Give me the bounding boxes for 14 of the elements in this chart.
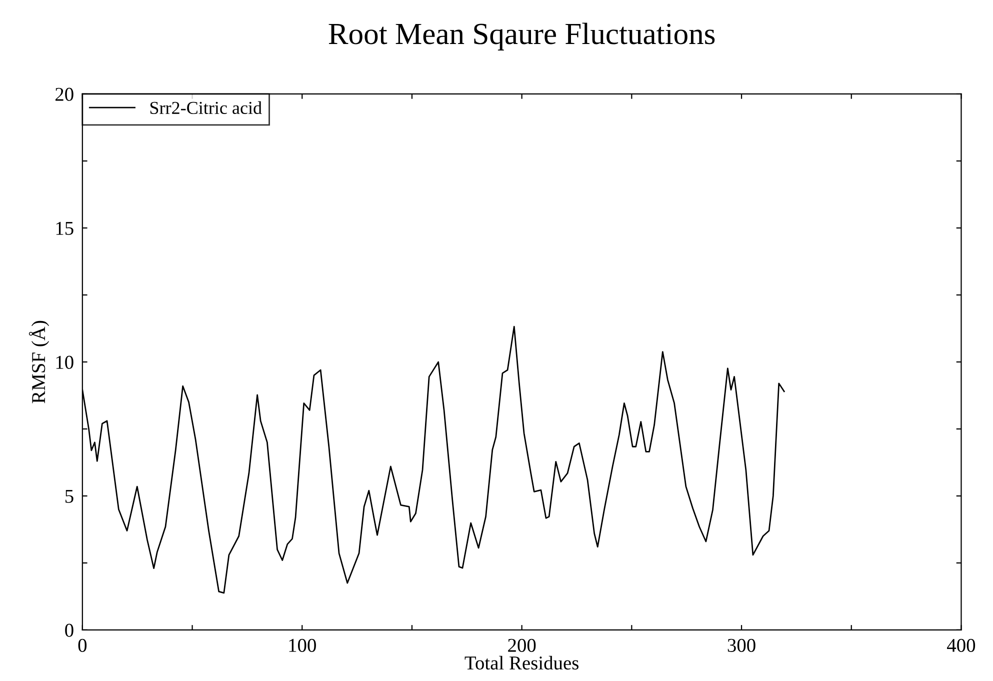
legend-label: Srr2-Citric acid	[150, 101, 262, 114]
y-tick-label: 10	[56, 356, 74, 369]
x-tick-label: 300	[728, 638, 756, 652]
y-tick-label: 0	[65, 624, 74, 637]
x-tick-label: 200	[508, 638, 536, 652]
x-tick-label: 0	[78, 638, 87, 652]
y-tick-label: 5	[65, 490, 74, 503]
y-axis-title: RMSF (Å)	[28, 320, 50, 404]
chart-title: Root Mean Sqaure Fluctuations	[328, 22, 715, 50]
x-tick-label: 400	[947, 638, 976, 652]
x-axis-title: Total Residues	[464, 656, 578, 670]
y-tick-label: 20	[55, 88, 74, 101]
y-tick-label: 15	[56, 222, 74, 235]
x-tick-label: 100	[289, 638, 316, 652]
